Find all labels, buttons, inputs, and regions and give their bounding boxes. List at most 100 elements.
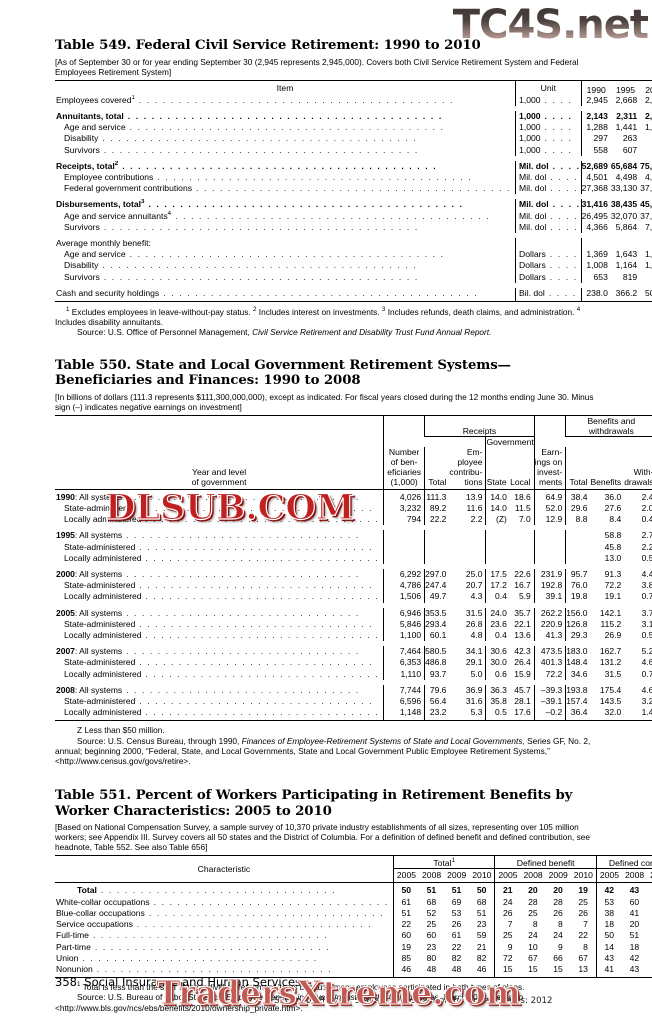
cell-value: 126.8	[565, 618, 591, 630]
cell-value: 45.7	[514, 684, 531, 695]
cell-value: 653	[580, 271, 611, 283]
cell-value	[533, 530, 566, 542]
cell-value: 13	[570, 963, 597, 979]
cell-value: 8	[557, 919, 563, 930]
group-receipts: Receipts	[424, 415, 535, 437]
cell-value: 35.8	[485, 695, 510, 708]
cell-value	[424, 530, 450, 542]
cell-value: 68	[476, 896, 487, 907]
cell-value: 7	[583, 919, 588, 930]
th-total-receipts: Total	[424, 446, 450, 490]
cell-value: 23.2	[424, 707, 450, 722]
cell-value: 4.6	[641, 657, 652, 668]
row-unit: Mil. dol . . . .	[515, 183, 582, 195]
cell-value: 192.8	[533, 580, 566, 592]
row-label: State-administered . . . . . . . . . . .…	[64, 502, 374, 513]
cell-value: 4,786	[383, 580, 425, 592]
th-stub-550: Year and level of government	[55, 447, 384, 490]
cell-value: 366.2	[610, 287, 641, 302]
cell-value: 3.2	[641, 695, 652, 706]
th-year-2008: 2008	[523, 870, 543, 881]
cell-value: 22.1	[514, 618, 531, 629]
cell-value: 51	[476, 907, 487, 918]
cell-value: 25	[494, 930, 521, 942]
table-row: White-collar occupations . . . . . . . .…	[55, 896, 652, 908]
row-label: Disbursements, total3 . . . . . . . . . …	[56, 199, 464, 210]
table-row: Average monthly benefit:	[55, 237, 652, 250]
cell-value: 33,130	[610, 183, 638, 194]
cell-value	[424, 552, 450, 564]
cell-value: 19	[570, 882, 597, 897]
cell-value: 43	[622, 882, 648, 897]
cell-value: 1,369	[580, 249, 611, 261]
cell-value: 231.9	[533, 568, 566, 581]
cell-value: 508.1	[640, 287, 652, 302]
cell-value: 53	[451, 907, 462, 918]
table-550-group-row: Receipts Benefits and withdrawals	[55, 415, 652, 447]
cell-value: 2,143	[580, 110, 611, 123]
table-row: Employee contributions . . . . . . . . .…	[55, 171, 652, 184]
cell-value	[485, 541, 510, 553]
table-row: Federal government contributions . . . .…	[55, 183, 652, 195]
cell-value: 607	[622, 144, 638, 155]
row-label: Age and service . . . . . . . . . . . . …	[64, 122, 445, 133]
cell-value: 3.8	[641, 580, 652, 591]
cell-value: 6,353	[383, 657, 425, 669]
cell-value: 2,311	[616, 110, 638, 121]
row-label: State-administered . . . . . . . . . . .…	[64, 657, 374, 668]
cell-value: 19.1	[604, 591, 622, 602]
table-row: Age and service annuitants4 . . . . . . …	[55, 210, 652, 222]
row-label: Blue-collar occupations . . . . . . . . …	[56, 907, 385, 918]
cell-value: 79.6	[424, 684, 450, 696]
table-row: Annuitants, total . . . . . . . . . . . …	[55, 110, 652, 123]
cell-value: 242	[640, 133, 652, 144]
row-label: 2000: All systems . . . . . . . . . . . …	[56, 568, 360, 579]
cell-value: 297.0	[424, 568, 450, 581]
cell-value: 25.0	[465, 568, 483, 579]
cell-value: 220.9	[533, 618, 566, 630]
cell-value: 115.2	[600, 618, 622, 629]
row-label: State-administered . . . . . . . . . . .…	[64, 580, 374, 591]
cell-value: 21	[494, 882, 521, 897]
th-characteristic: Characteristic	[197, 864, 251, 875]
cell-value: 2.4	[624, 488, 652, 503]
cell-value: 21	[647, 919, 652, 930]
cell-value: 30.6	[485, 646, 510, 658]
cell-value: 293.4	[424, 618, 450, 630]
cell-value: 51	[444, 882, 470, 897]
row-unit	[515, 237, 582, 250]
table-550-note-z: Z Less than $50 million.	[77, 725, 165, 736]
cell-value: 43	[622, 963, 648, 979]
cell-value: 48	[419, 963, 445, 979]
cell-value: 28	[553, 896, 563, 907]
row-label: Locally administered . . . . . . . . . .…	[64, 668, 380, 679]
page-content: Table 549. Federal Civil Service Retirem…	[55, 0, 652, 1013]
cell-value: 60	[426, 930, 437, 941]
table-550-header: Receipts Benefits and withdrawals Govern…	[55, 415, 652, 490]
th-year-2009: 2009	[548, 870, 568, 881]
table-row: Full-time . . . . . . . . . . . . . . . …	[55, 930, 652, 942]
cell-value: 35.7	[514, 607, 531, 618]
cell-value: 44	[647, 953, 652, 964]
cell-value	[383, 530, 425, 542]
page-footer: 358 Social Insurance and Human Services	[55, 975, 301, 989]
row-label: Receipts, total2 . . . . . . . . . . . .…	[56, 160, 438, 171]
cell-value: 16.7	[514, 580, 531, 591]
cell-value: 25	[528, 907, 538, 918]
cell-value: 93.7	[424, 668, 450, 680]
table-row: Disability . . . . . . . . . . . . . . .…	[55, 260, 652, 272]
cell-value: 6,596	[383, 695, 425, 708]
table-551-footnote-1: 1 Total is less than the sum of the indi…	[77, 981, 525, 993]
cell-value: 9	[557, 941, 563, 952]
table-row: Locally administered . . . . . . . . . .…	[55, 552, 652, 564]
cell-value: 43	[595, 952, 623, 964]
cell-value: 67	[578, 952, 588, 963]
cell-value: 53	[595, 896, 623, 908]
cell-value: 48	[444, 963, 470, 979]
th-item: Item	[276, 82, 294, 93]
cell-value	[565, 541, 591, 553]
group-govt-contrib: Government	[485, 436, 535, 447]
table-row: Service occupations . . . . . . . . . . …	[55, 919, 652, 931]
cell-value: 42	[629, 952, 640, 963]
cell-value: 26.8	[465, 618, 483, 629]
